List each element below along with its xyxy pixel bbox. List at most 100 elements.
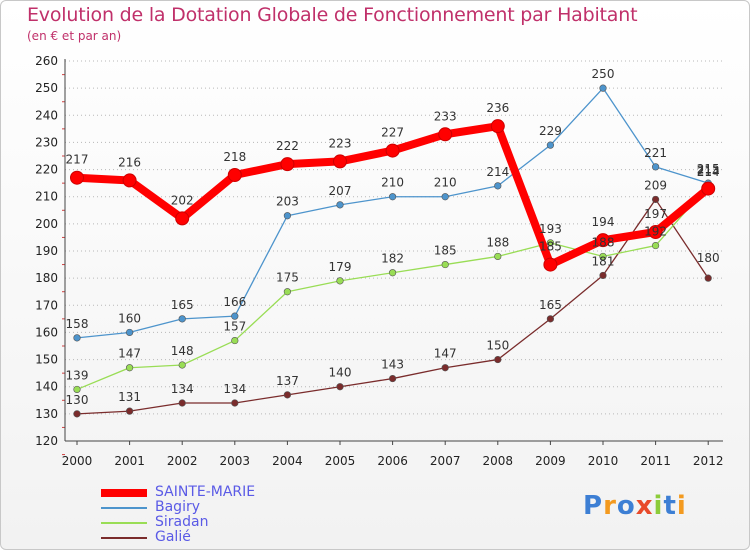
data-point (494, 252, 502, 261)
data-point (651, 241, 660, 250)
grid-lines (65, 60, 723, 415)
data-label: 158 (66, 317, 89, 331)
data-point (441, 260, 449, 269)
legend-swatch (101, 506, 147, 509)
data-label: 131 (118, 390, 141, 404)
data-label: 165 (539, 298, 562, 312)
data-point (280, 157, 295, 172)
logo-letter: P (583, 491, 604, 521)
data-label: 175 (276, 271, 299, 285)
data-point (178, 399, 186, 407)
data-point (283, 212, 292, 220)
y-tick-label: 140 (35, 380, 58, 394)
logo-letter: r (603, 491, 617, 521)
y-tick-label: 170 (35, 298, 58, 312)
data-label: 150 (486, 339, 509, 353)
data-label: 214 (697, 165, 720, 179)
data-label: 210 (381, 176, 404, 190)
legend-swatch (101, 488, 147, 497)
data-point (227, 168, 242, 182)
data-point (336, 277, 344, 285)
data-label: 180 (697, 251, 720, 265)
chart-subtitle: (en € et par an) (27, 29, 122, 43)
data-point (126, 364, 134, 372)
data-point (543, 257, 558, 272)
data-label: 188 (592, 235, 615, 249)
data-label: 188 (486, 235, 509, 249)
legend-item: SAINTE-MARIE (101, 485, 255, 500)
data-point (231, 399, 239, 407)
data-point (596, 233, 610, 248)
data-point (441, 364, 449, 372)
y-tick-label: 130 (35, 407, 58, 421)
data-label: 137 (276, 374, 299, 388)
data-label: 179 (329, 260, 352, 274)
data-point (546, 315, 555, 323)
x-tick-label: 2005 (325, 454, 356, 468)
data-label: 215 (697, 162, 720, 176)
data-label: 165 (171, 298, 194, 312)
logo-letter: x (635, 491, 654, 521)
data-point (494, 355, 502, 364)
data-point (599, 271, 607, 280)
data-label: 157 (223, 320, 246, 334)
data-point (648, 225, 663, 239)
data-point (651, 195, 660, 204)
data-point (70, 170, 84, 185)
data-label: 192 (644, 225, 667, 239)
data-point (231, 336, 239, 345)
y-tick-label: 150 (35, 353, 58, 367)
data-label: 140 (329, 366, 352, 380)
logo-letter: t (663, 491, 677, 521)
data-point (73, 410, 81, 418)
data-point (494, 182, 502, 190)
proxiti-logo: Proxiti (583, 491, 687, 521)
data-point (438, 127, 453, 142)
data-point (441, 193, 449, 201)
data-label: 166 (223, 295, 246, 309)
data-point (389, 269, 397, 277)
data-label: 223 (329, 136, 352, 150)
data-point (336, 201, 344, 209)
data-point (336, 383, 344, 391)
data-labels: 217 216 202 218 222 223 227 233 236 185 194 197 213 1… (66, 67, 720, 407)
x-tick-label: 2006 (377, 454, 408, 468)
data-label: 134 (223, 382, 246, 396)
data-point (704, 274, 712, 282)
y-tick-label: 210 (35, 190, 58, 204)
y-tick-label: 120 (35, 434, 58, 448)
data-label: 227 (381, 126, 404, 140)
x-tick-label: 2008 (483, 454, 514, 468)
legend-label: Bagiry (155, 499, 201, 515)
data-label: 213 (697, 164, 720, 178)
data-label: 210 (434, 176, 457, 190)
data-point (599, 84, 607, 92)
data-label: 218 (223, 150, 246, 164)
y-tick-label: 180 (35, 271, 58, 285)
data-label: 182 (381, 252, 404, 266)
data-point (122, 173, 137, 188)
data-point (490, 119, 505, 134)
data-label: 181 (592, 254, 615, 268)
x-tick-label: 2001 (114, 454, 145, 468)
data-label: 202 (171, 193, 194, 207)
legend: SAINTE-MARIE Bagiry Siradan Galié (101, 485, 255, 545)
y-tick-label: 260 (35, 54, 58, 68)
x-tick-label: 2011 (640, 454, 671, 468)
series-points (70, 84, 716, 418)
y-tick-label: 250 (35, 81, 58, 95)
legend-swatch (101, 521, 147, 524)
data-label: 250 (592, 67, 615, 81)
axes (62, 59, 723, 456)
data-label: 217 (66, 153, 89, 167)
legend-swatch (101, 536, 147, 539)
data-label: 147 (118, 347, 141, 361)
legend-label: SAINTE-MARIE (155, 484, 256, 500)
data-label: 134 (171, 382, 194, 396)
data-point (389, 374, 397, 383)
legend-item: Siradan (101, 515, 255, 530)
data-label: 148 (171, 344, 194, 358)
data-label: 197 (644, 207, 667, 221)
data-label: 221 (644, 146, 667, 160)
